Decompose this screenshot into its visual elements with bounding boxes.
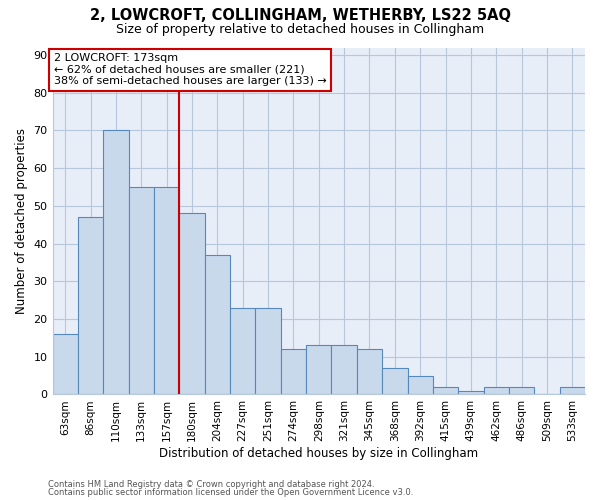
- Bar: [230, 308, 256, 394]
- Bar: [382, 368, 407, 394]
- Bar: [179, 214, 205, 394]
- Bar: [458, 390, 484, 394]
- Bar: [357, 349, 382, 395]
- Bar: [407, 376, 433, 394]
- Text: Contains public sector information licensed under the Open Government Licence v3: Contains public sector information licen…: [48, 488, 413, 497]
- Text: Size of property relative to detached houses in Collingham: Size of property relative to detached ho…: [116, 22, 484, 36]
- Bar: [103, 130, 128, 394]
- Bar: [281, 349, 306, 395]
- Bar: [331, 346, 357, 395]
- Y-axis label: Number of detached properties: Number of detached properties: [15, 128, 28, 314]
- X-axis label: Distribution of detached houses by size in Collingham: Distribution of detached houses by size …: [159, 447, 478, 460]
- Bar: [53, 334, 78, 394]
- Bar: [128, 187, 154, 394]
- Bar: [509, 387, 534, 394]
- Bar: [560, 387, 585, 394]
- Bar: [154, 187, 179, 394]
- Bar: [433, 387, 458, 394]
- Bar: [78, 217, 103, 394]
- Text: Contains HM Land Registry data © Crown copyright and database right 2024.: Contains HM Land Registry data © Crown c…: [48, 480, 374, 489]
- Text: 2 LOWCROFT: 173sqm
← 62% of detached houses are smaller (221)
38% of semi-detach: 2 LOWCROFT: 173sqm ← 62% of detached hou…: [54, 53, 326, 86]
- Bar: [306, 346, 331, 395]
- Bar: [205, 255, 230, 394]
- Bar: [484, 387, 509, 394]
- Text: 2, LOWCROFT, COLLINGHAM, WETHERBY, LS22 5AQ: 2, LOWCROFT, COLLINGHAM, WETHERBY, LS22 …: [89, 8, 511, 22]
- Bar: [256, 308, 281, 394]
